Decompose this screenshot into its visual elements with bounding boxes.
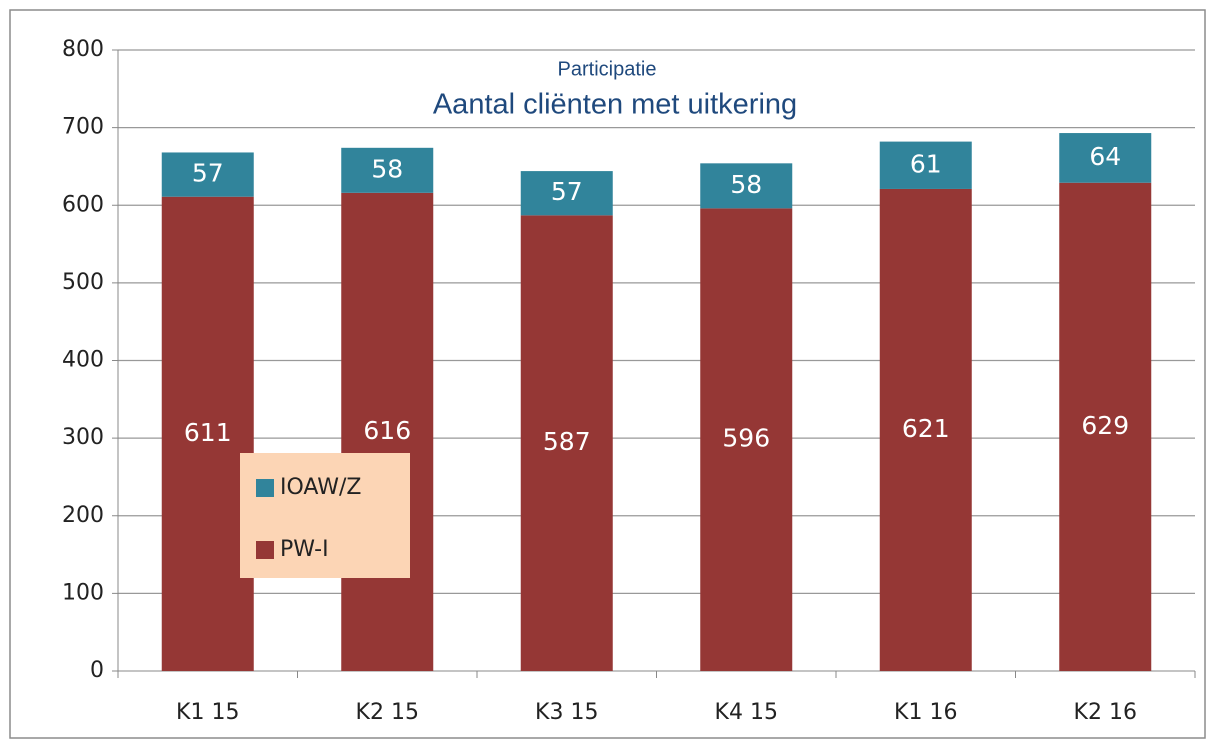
data-label: 621 — [902, 414, 950, 443]
bar-segment — [700, 208, 793, 672]
bar-segment — [1059, 182, 1152, 671]
bar-segment — [341, 147, 434, 193]
y-tick-label: 800 — [62, 37, 104, 62]
data-label: 58 — [371, 154, 403, 183]
bar-segment — [520, 171, 613, 216]
bar-segment — [520, 215, 613, 671]
data-label: 57 — [551, 177, 583, 206]
bar-segment — [1059, 133, 1152, 183]
bar-segment — [161, 152, 254, 197]
data-label: 61 — [910, 149, 942, 178]
bar-segment — [879, 188, 972, 672]
x-tick-label: K1 15 — [176, 700, 239, 725]
legend-swatch — [256, 479, 274, 497]
x-tick-label: K2 15 — [356, 700, 419, 725]
legend-label: IOAW/Z — [280, 475, 362, 500]
x-tick-label: K1 16 — [894, 700, 957, 725]
y-tick-label: 700 — [62, 115, 104, 140]
chart-title: Aantal cliënten met uitkering — [433, 89, 797, 121]
x-tick-label: K2 16 — [1074, 700, 1137, 725]
data-label: 58 — [730, 170, 762, 199]
legend-swatch — [256, 541, 274, 559]
data-label: 64 — [1089, 142, 1121, 171]
y-tick-label: 600 — [62, 192, 104, 217]
bar-segment — [341, 192, 434, 671]
data-label: 616 — [363, 416, 411, 445]
y-tick-label: 300 — [62, 425, 104, 450]
y-tick-label: 400 — [62, 348, 104, 373]
bar-segment — [879, 141, 972, 189]
data-label: 57 — [192, 159, 224, 188]
x-tick-label: K4 15 — [715, 700, 778, 725]
legend-label: PW-I — [280, 537, 329, 562]
x-tick-label: K3 15 — [535, 700, 598, 725]
data-label: 629 — [1081, 411, 1129, 440]
data-label: 611 — [184, 418, 232, 447]
y-tick-label: 200 — [62, 503, 104, 528]
bar-segment — [700, 163, 793, 209]
data-label: 596 — [722, 424, 770, 453]
chart-subtitle: Participatie — [558, 58, 657, 80]
bar-segment — [161, 196, 254, 671]
y-tick-label: 0 — [90, 658, 104, 683]
data-label: 587 — [543, 427, 591, 456]
y-tick-label: 100 — [62, 580, 104, 605]
y-tick-label: 500 — [62, 270, 104, 295]
